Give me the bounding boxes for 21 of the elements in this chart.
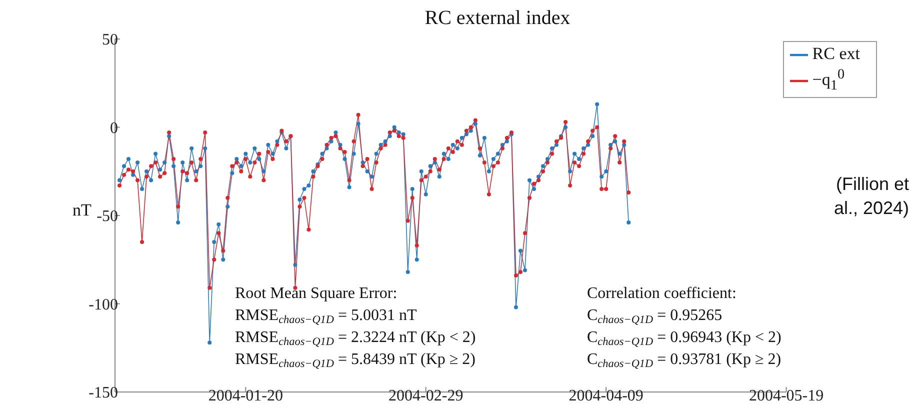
annotation: Correlation coefficient: [587, 285, 736, 302]
text: (Fillion et al., 2024) [834, 174, 909, 218]
annotation: Root Mean Square Error: [235, 285, 398, 302]
annotation: C$_{chaos−Q1D}$ = 0.95265 [587, 307, 722, 326]
y-tick-label: 50 [102, 32, 118, 49]
y-tick-label: -50 [96, 208, 118, 226]
chart-title: RC external index [424, 7, 570, 29]
annotation: RMSE$_{chaos−Q1D}$ = 2.3224 nT (Kp < 2) [235, 329, 476, 348]
annotation: C$_{chaos−Q1D}$ = 0.93781 (Kp ≥ 2) [587, 351, 782, 370]
y-tick-label: -100 [88, 296, 118, 314]
annotation: RMSE$_{chaos−Q1D}$ = 5.0031 nT [235, 307, 418, 326]
y-axis-title: nT [72, 200, 92, 220]
x-tick-label: 2004-02-29 [388, 387, 464, 404]
y-tick-label: -150 [88, 384, 118, 402]
x-tick-label: 2004-05-19 [748, 387, 824, 404]
y-tick-label: 0 [110, 120, 118, 137]
annotation: RMSE$_{chaos−Q1D}$ = 5.8439 nT (Kp ≥ 2) [235, 351, 476, 370]
x-tick-label: 2004-04-09 [568, 387, 644, 404]
legend-label: RC ext [812, 44, 860, 63]
annotation: C$_{chaos−Q1D}$ = 0.96943 (Kp < 2) [587, 329, 782, 348]
x-tick-label: 2004-01-20 [208, 387, 283, 404]
